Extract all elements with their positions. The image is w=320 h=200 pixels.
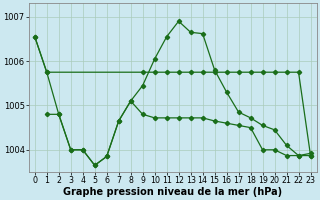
X-axis label: Graphe pression niveau de la mer (hPa): Graphe pression niveau de la mer (hPa) <box>63 187 282 197</box>
